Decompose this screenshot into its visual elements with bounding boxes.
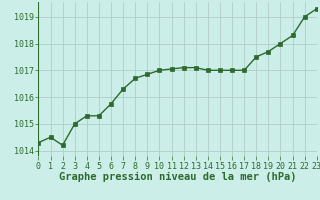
X-axis label: Graphe pression niveau de la mer (hPa): Graphe pression niveau de la mer (hPa) [59,172,296,182]
